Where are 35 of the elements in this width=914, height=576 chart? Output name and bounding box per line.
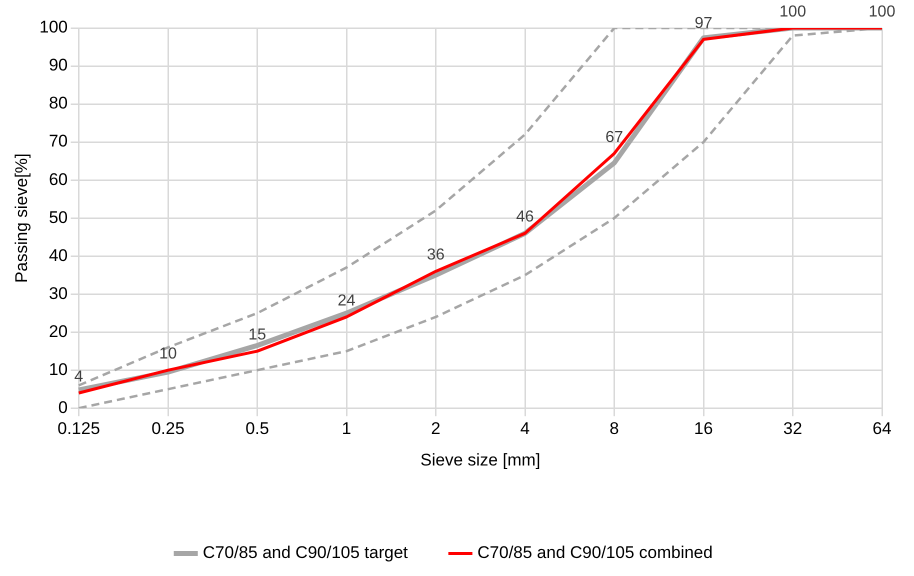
x-tick-label: 0.25: [151, 419, 185, 438]
data-label: 36: [426, 246, 445, 264]
x-tick-label: 1: [342, 419, 352, 438]
x-tick-label: 2: [431, 419, 440, 438]
y-tick-label: 60: [48, 170, 68, 189]
y-tick-label: 90: [48, 56, 68, 75]
x-tick-label: 0.5: [245, 419, 270, 438]
x-tick-label: 8: [610, 419, 619, 438]
data-label: 100: [868, 3, 896, 20]
legend-label: C70/85 and C90/105 target: [202, 543, 408, 562]
data-label: 10: [159, 346, 178, 363]
y-tick-label: 70: [48, 132, 68, 151]
legend-label: C70/85 and C90/105 combined: [477, 543, 713, 562]
data-label: 100: [779, 3, 806, 20]
y-tick-label: 100: [39, 18, 68, 37]
y-axis-title: Passing sieve[%]: [12, 153, 31, 283]
data-label: 46: [516, 208, 534, 226]
x-tick-label: 32: [783, 419, 802, 438]
y-tick-label: 80: [48, 94, 68, 113]
y-tick-label: 10: [48, 360, 68, 379]
x-tick-label: 0.125: [57, 419, 100, 438]
data-label: 67: [605, 128, 624, 146]
y-tick-label: 20: [48, 322, 68, 341]
y-tick-label: 30: [48, 284, 68, 303]
x-tick-label: 64: [872, 419, 892, 438]
y-tick-label: 40: [48, 246, 68, 265]
data-label: 4: [74, 368, 84, 386]
y-tick-label: 0: [58, 398, 68, 417]
data-label: 97: [694, 14, 713, 32]
x-tick-label: 4: [520, 419, 530, 438]
data-label: 24: [338, 292, 356, 310]
data-label: 15: [248, 326, 266, 344]
y-tick-label: 50: [48, 208, 68, 227]
x-axis-title: Sieve size [mm]: [420, 450, 540, 470]
x-tick-label: 16: [694, 419, 713, 438]
